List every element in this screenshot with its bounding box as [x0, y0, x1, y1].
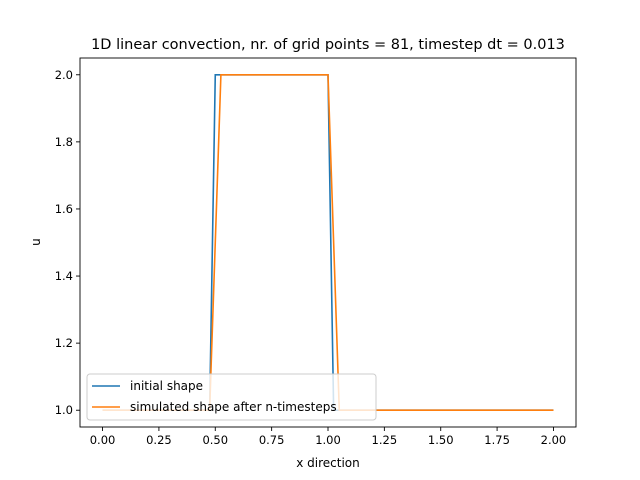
x-tick-label: 0.25: [146, 433, 172, 447]
legend: initial shape simulated shape after n-tim…: [86, 373, 377, 421]
x-tick-label: 1.75: [484, 433, 510, 447]
x-tick-label: 1.25: [372, 433, 398, 447]
y-tick: 1.0: [55, 403, 80, 417]
x-tick: 0.50: [202, 427, 228, 447]
x-tick-label: 0.00: [90, 433, 116, 447]
chart-title: 1D linear convection, nr. of grid points…: [91, 37, 565, 53]
legend-label-2: simulated shape after n-timesteps: [130, 400, 337, 414]
y-tick: 2.0: [55, 68, 80, 82]
y-tick: 1.8: [55, 135, 80, 149]
x-tick-label: 2.00: [541, 433, 567, 447]
x-axis-label: x direction: [296, 456, 360, 470]
x-tick: 1.25: [372, 427, 398, 447]
legend-label-1: initial shape: [130, 379, 203, 393]
x-tick: 0.00: [90, 427, 116, 447]
x-tick-label: 1.00: [315, 433, 341, 447]
x-tick: 1.75: [484, 427, 510, 447]
y-tick-label: 1.0: [55, 403, 73, 417]
y-tick-label: 1.4: [55, 269, 73, 283]
x-tick: 2.00: [541, 427, 567, 447]
legend-box: [86, 373, 377, 421]
x-tick: 1.00: [315, 427, 341, 447]
y-tick: 1.6: [55, 202, 80, 216]
x-tick-label: 1.50: [428, 433, 454, 447]
x-tick: 1.50: [428, 427, 454, 447]
y-tick-label: 2.0: [55, 68, 73, 82]
x-tick: 0.75: [259, 427, 285, 447]
y-tick: 1.2: [55, 336, 80, 350]
y-tick-label: 1.8: [55, 135, 73, 149]
y-tick: 1.4: [55, 269, 80, 283]
plot-area: 0.00 0.25 0.50 0.75 1.00 1.25 1.50 1.75 2.00 1.0 1…: [55, 57, 577, 447]
y-axis-label: u: [29, 238, 43, 246]
x-tick-label: 0.50: [202, 433, 228, 447]
x-tick: 0.25: [146, 427, 172, 447]
y-tick-label: 1.6: [55, 202, 73, 216]
y-tick-label: 1.2: [55, 336, 73, 350]
x-tick-label: 0.75: [259, 433, 285, 447]
